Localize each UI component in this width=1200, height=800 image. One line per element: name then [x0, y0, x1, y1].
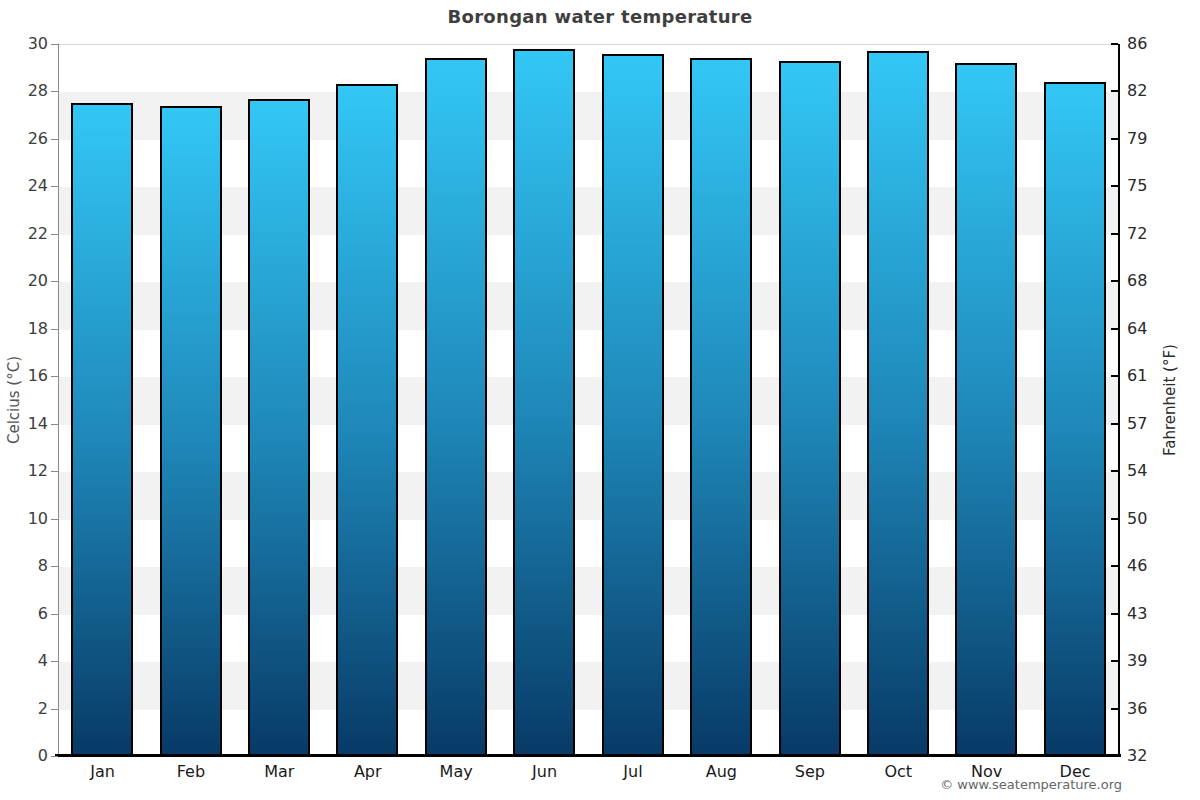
month-label-mar: Mar [235, 762, 324, 781]
fahrenheit-tick-mark [1111, 233, 1118, 235]
celsius-tick-label: 26 [0, 129, 48, 149]
celsius-tick-mark [51, 186, 58, 187]
fahrenheit-tick-mark [1111, 375, 1118, 377]
celsius-tick-label: 18 [0, 319, 48, 339]
x-axis-line [55, 754, 1121, 757]
fahrenheit-tick-label: 75 [1127, 176, 1187, 196]
temperature-bar-sep [779, 61, 841, 756]
fahrenheit-tick-mark [1111, 185, 1118, 187]
celsius-tick-mark [51, 566, 58, 567]
celsius-tick-label: 12 [0, 461, 48, 481]
temperature-bar-apr [336, 84, 398, 756]
fahrenheit-tick-mark [1111, 280, 1118, 282]
fahrenheit-tick-mark [1111, 708, 1118, 710]
y-axis-left-line [58, 44, 59, 756]
celsius-tick-mark [51, 139, 58, 140]
temperature-bar-oct [867, 51, 929, 756]
fahrenheit-tick-label: 36 [1127, 699, 1187, 719]
fahrenheit-tick-label: 86 [1127, 34, 1187, 54]
celsius-tick-label: 20 [0, 271, 48, 291]
copyright-text: © www.seatemperature.org [940, 777, 1122, 792]
fahrenheit-tick-label: 72 [1127, 224, 1187, 244]
celsius-tick-label: 6 [0, 604, 48, 624]
temperature-bar-feb [160, 106, 222, 756]
fahrenheit-tick-label: 39 [1127, 651, 1187, 671]
fahrenheit-tick-mark [1111, 90, 1118, 92]
month-label-oct: Oct [854, 762, 943, 781]
temperature-bar-jan [71, 103, 133, 756]
y-axis-right-title: Fahrenheit (°F) [1161, 344, 1179, 456]
celsius-tick-mark [51, 329, 58, 330]
month-label-feb: Feb [146, 762, 235, 781]
celsius-tick-mark [51, 661, 58, 662]
celsius-tick-mark [51, 756, 58, 757]
celsius-tick-label: 8 [0, 556, 48, 576]
fahrenheit-tick-mark [1111, 518, 1118, 520]
temperature-bar-may [425, 58, 487, 756]
temperature-bar-jul [602, 54, 664, 757]
month-label-apr: Apr [323, 762, 412, 781]
fahrenheit-tick-label: 50 [1127, 509, 1187, 529]
fahrenheit-tick-mark [1111, 43, 1118, 45]
fahrenheit-tick-mark [1111, 423, 1118, 425]
plot-area [58, 44, 1119, 756]
celsius-tick-label: 24 [0, 176, 48, 196]
fahrenheit-tick-label: 46 [1127, 556, 1187, 576]
y-axis-left-title: Celcius (°C) [5, 356, 23, 444]
fahrenheit-tick-mark [1111, 138, 1118, 140]
temperature-bar-aug [690, 58, 752, 756]
celsius-tick-mark [51, 91, 58, 92]
chart-title: Borongan water temperature [0, 6, 1200, 27]
celsius-tick-label: 28 [0, 81, 48, 101]
celsius-tick-label: 10 [0, 509, 48, 529]
celsius-tick-label: 4 [0, 651, 48, 671]
celsius-tick-label: 22 [0, 224, 48, 244]
celsius-tick-mark [51, 376, 58, 377]
celsius-tick-mark [51, 709, 58, 710]
celsius-tick-mark [51, 424, 58, 425]
celsius-tick-mark [51, 234, 58, 235]
temperature-bar-dec [1044, 82, 1106, 756]
fahrenheit-tick-label: 82 [1127, 81, 1187, 101]
month-label-aug: Aug [677, 762, 766, 781]
fahrenheit-tick-mark [1111, 470, 1118, 472]
celsius-tick-mark [51, 471, 58, 472]
month-label-sep: Sep [765, 762, 854, 781]
chart-container: Borongan water temperature 3028262422201… [0, 0, 1200, 800]
temperature-bar-nov [955, 63, 1017, 756]
celsius-tick-label: 2 [0, 699, 48, 719]
fahrenheit-tick-label: 32 [1127, 746, 1187, 766]
celsius-tick-mark [51, 281, 58, 282]
fahrenheit-tick-label: 43 [1127, 604, 1187, 624]
temperature-bar-mar [248, 99, 310, 756]
celsius-tick-mark [51, 614, 58, 615]
y-axis-right-line [1118, 44, 1120, 757]
fahrenheit-tick-mark [1111, 755, 1118, 757]
fahrenheit-tick-label: 68 [1127, 271, 1187, 291]
celsius-tick-label: 30 [0, 34, 48, 54]
fahrenheit-tick-mark [1111, 613, 1118, 615]
month-label-jun: Jun [500, 762, 589, 781]
month-label-jul: Jul [589, 762, 678, 781]
fahrenheit-tick-label: 79 [1127, 129, 1187, 149]
fahrenheit-tick-label: 54 [1127, 461, 1187, 481]
celsius-tick-mark [51, 519, 58, 520]
temperature-bar-jun [513, 49, 575, 756]
fahrenheit-tick-mark [1111, 660, 1118, 662]
fahrenheit-tick-mark [1111, 565, 1118, 567]
fahrenheit-tick-label: 64 [1127, 319, 1187, 339]
celsius-tick-mark [51, 44, 58, 45]
month-label-may: May [412, 762, 501, 781]
month-label-jan: Jan [58, 762, 147, 781]
fahrenheit-tick-mark [1111, 328, 1118, 330]
celsius-tick-label: 0 [0, 746, 48, 766]
